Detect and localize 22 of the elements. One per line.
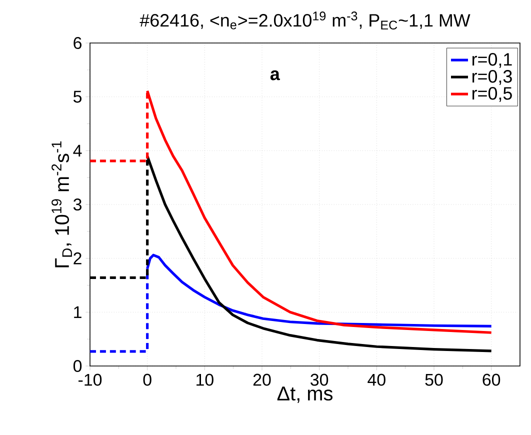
x-tick-label: -10 [78,374,102,386]
legend-label: r=0,1 [472,53,512,68]
legend-label: r=0,5 [472,87,512,102]
chart-title: #62416, <n$_{e}$>=2.0x10$^{19}$ m$^{-3}$, P$_{EC}$~1,1 MW [140,12,470,30]
y-tick-label: 1 [74,306,82,318]
y-tick-label: 4 [73,144,82,156]
legend-label: r=0,3 [472,70,512,85]
x-tick-label: 60 [482,374,500,386]
y-tick-label: 0 [73,360,82,372]
x-tick-label: 10 [196,374,214,386]
x-tick-label: 50 [425,374,443,386]
y-tick-label: 5 [73,90,82,103]
x-tick-label: 0 [143,374,152,386]
y-tick-label: 3 [73,198,82,211]
y-axis-title: Γ$_{D}$, 10$^{19}$ m$^{-2}$s$^{-1}$ [52,141,72,268]
x-tick-label: 40 [368,374,386,386]
x-tick-label: 20 [253,374,271,386]
x-tick-label: 30 [310,374,328,386]
x-axis-title: Δt, ms [277,386,332,403]
y-tick-label: 6 [74,37,82,50]
y-tick-label: 2 [74,252,82,264]
annotation: a [270,70,280,80]
